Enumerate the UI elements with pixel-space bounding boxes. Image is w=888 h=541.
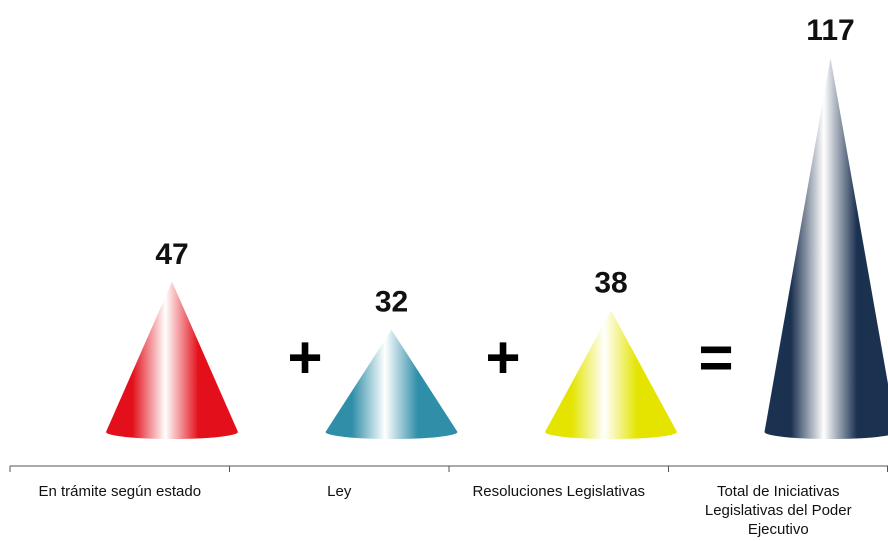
operator: = [698,324,733,391]
value-label: 38 [594,267,627,300]
cone [764,58,888,439]
cone [325,329,458,439]
cone [106,281,238,439]
operator: + [287,324,322,391]
value-label: 47 [155,238,188,271]
category-label: Resoluciones Legislativas [472,483,646,500]
cone [545,310,677,439]
category-label: En trámite según estado [38,483,202,500]
category-label: Ley [327,483,352,500]
value-label: 32 [375,286,408,319]
category-label: Total de Iniciativas Legislativas del Po… [704,483,852,538]
operator: + [485,324,520,391]
value-label: 117 [806,14,854,47]
